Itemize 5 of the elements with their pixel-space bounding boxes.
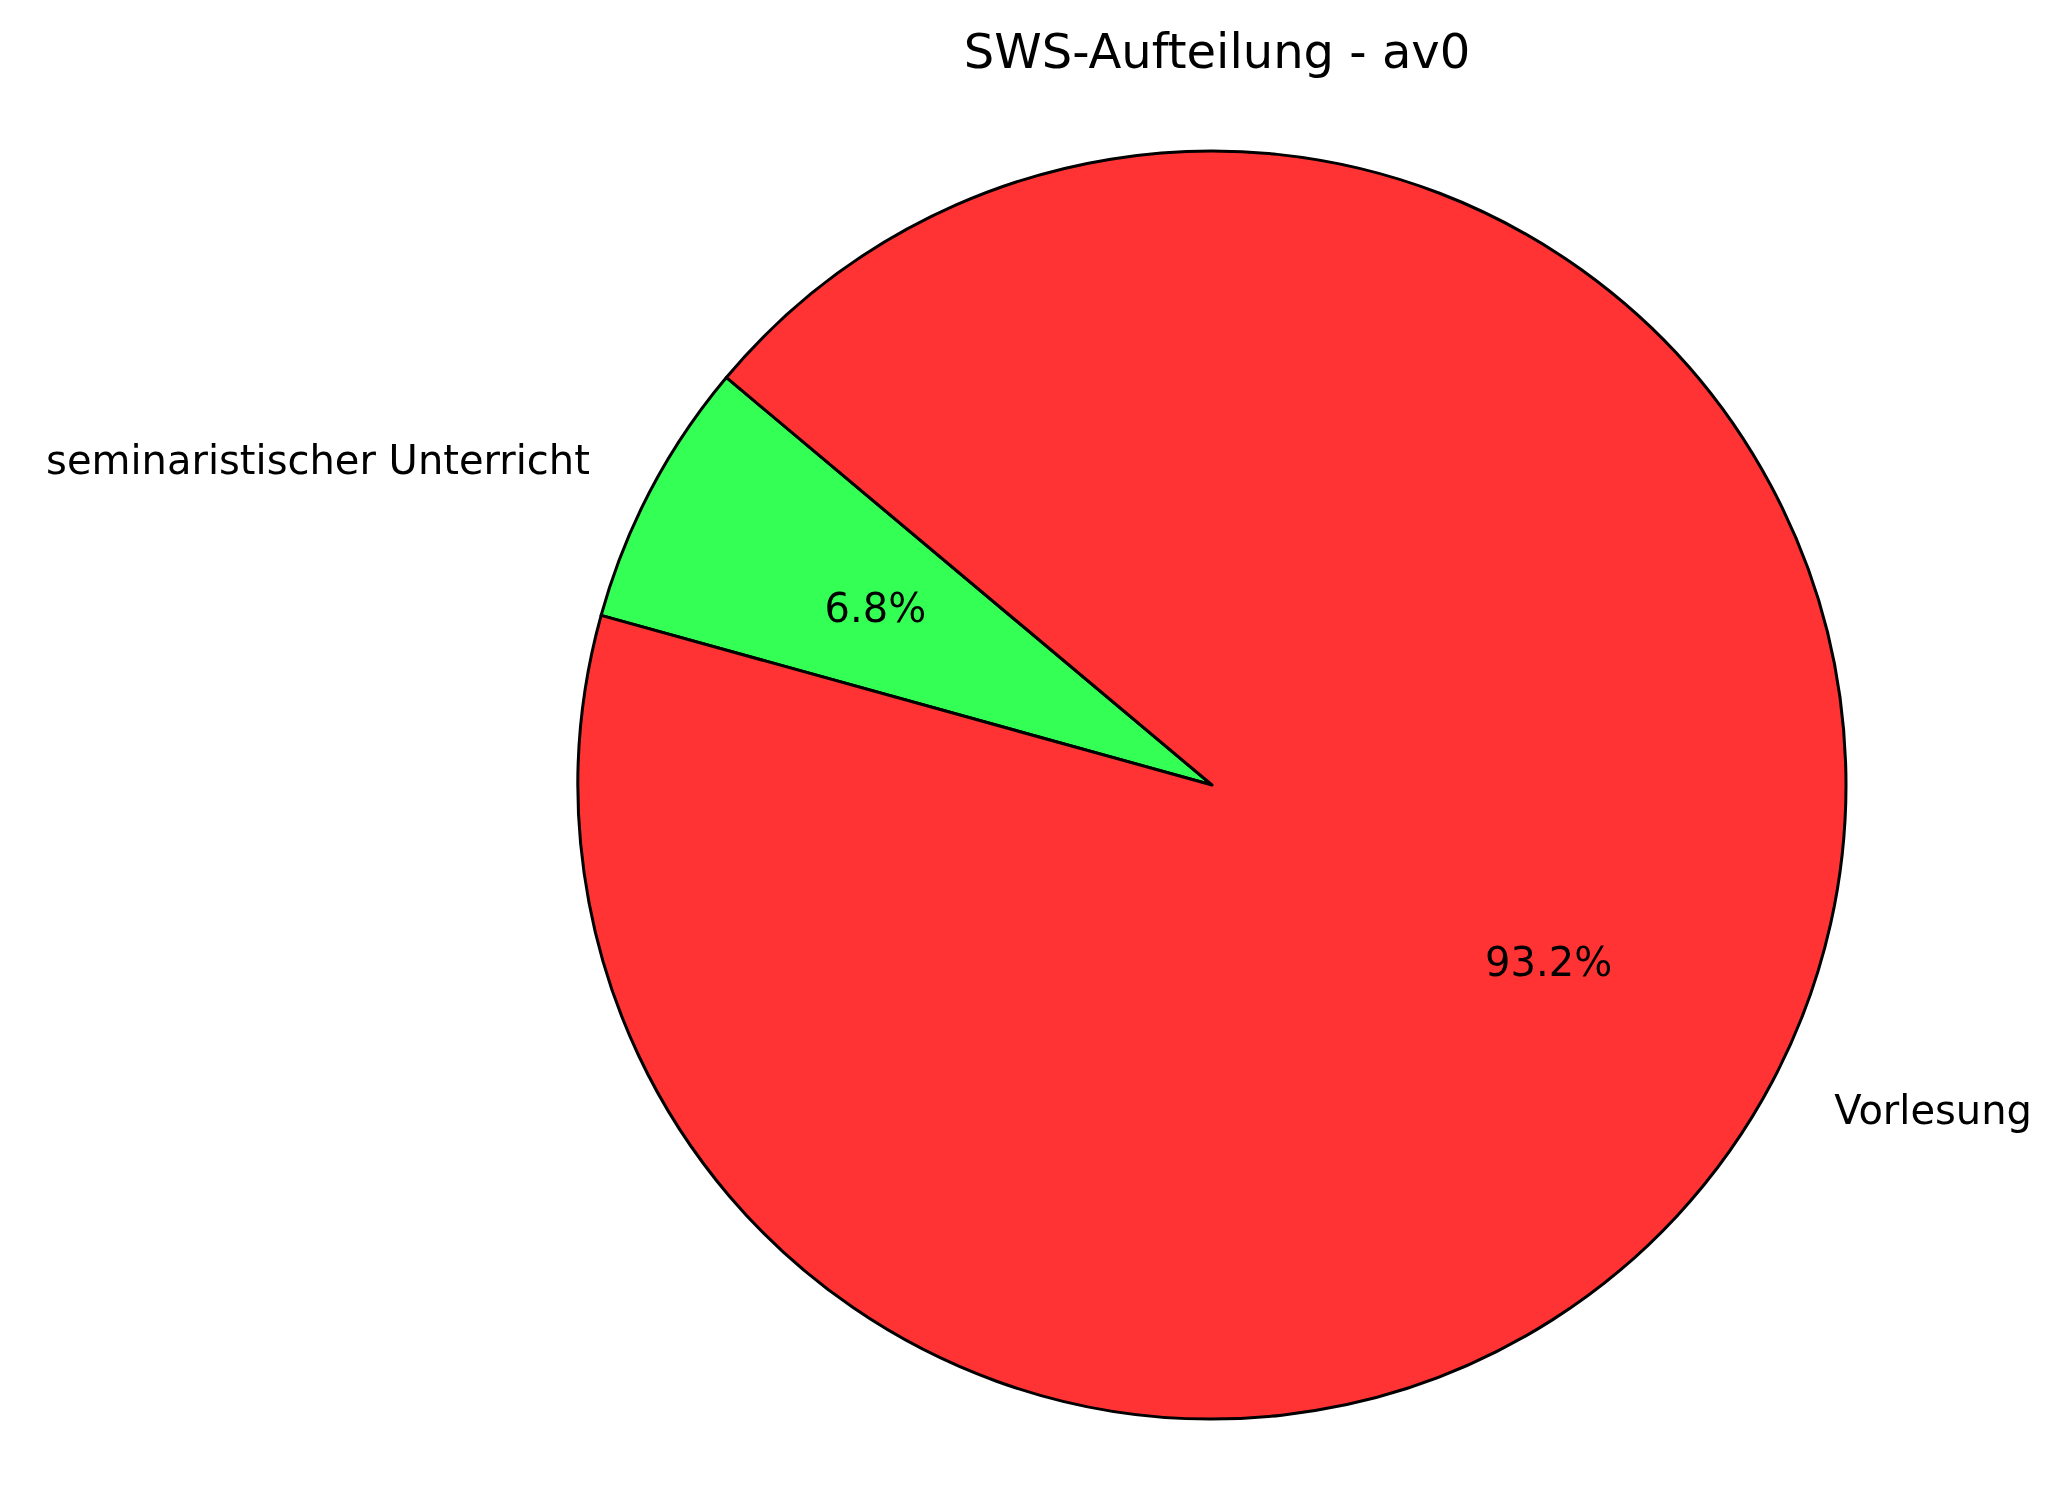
data-label: 93.2%	[1485, 939, 1613, 986]
slice-label: seminaristischer Unterricht	[46, 437, 590, 484]
data-label: 6.8%	[824, 584, 927, 631]
chart-title: SWS-Aufteilung - av0	[963, 23, 1471, 79]
slice-label: Vorlesung	[1834, 1086, 2032, 1133]
